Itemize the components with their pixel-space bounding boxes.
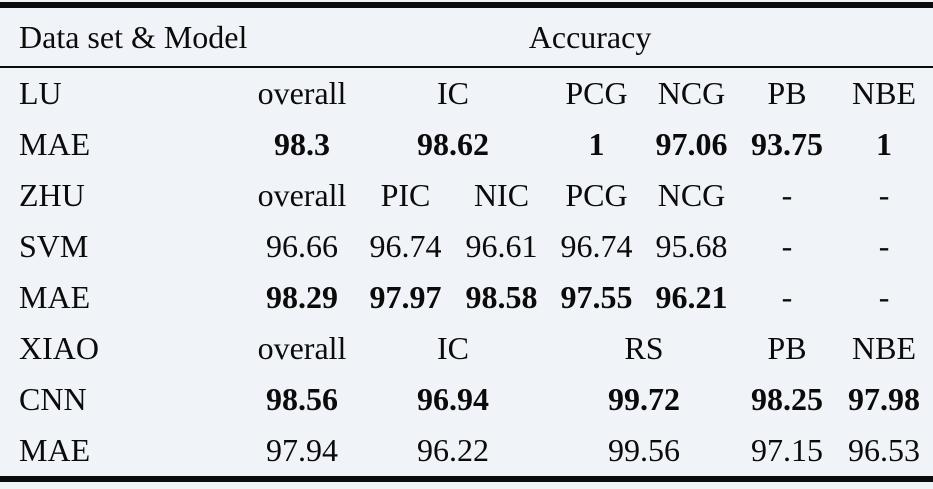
value-cell: NIC [473,177,530,213]
row-label: LU [19,75,62,111]
table-row: MAE 97.94 96.22 99.56 97.15 96.53 [0,425,933,479]
value-cell: 1 [876,126,893,162]
header-accuracy: Accuracy [528,18,652,55]
value-cell: - [878,279,890,315]
value-cell: PIC [380,177,431,213]
row-label: ZHU [19,177,85,213]
value-cell: 95.68 [655,228,728,264]
table-row: CNN 98.56 96.94 99.72 98.25 97.98 [0,374,933,425]
value-cell: 97.98 [848,381,921,417]
value-cell: 97.94 [266,432,338,468]
value-cell: 96.74 [369,228,442,264]
table-header-row: Data set & Model Accuracy [0,5,933,67]
value-cell: 97.15 [751,432,823,468]
value-cell: 99.72 [608,381,680,417]
value-cell: NCG [657,75,726,111]
value-cell: 98.25 [751,381,823,417]
value-cell: 96.21 [655,279,728,315]
value-cell: - [781,177,793,213]
value-cell: - [878,177,890,213]
value-cell: NBE [852,330,917,366]
value-cell: IC [437,75,469,111]
value-cell: overall [257,75,347,111]
value-cell: 96.94 [417,381,489,417]
value-cell: 96.66 [266,228,338,264]
row-label: MAE [19,126,91,162]
value-cell: 98.56 [266,381,338,417]
row-label: SVM [19,228,89,264]
value-cell: - [781,279,793,315]
row-label: MAE [19,279,91,315]
table-row: ZHU overall PIC NIC PCG NCG - - [0,170,933,221]
value-cell: 97.06 [655,126,728,162]
row-label: CNN [19,381,87,417]
value-cell: overall [257,177,347,213]
row-label: MAE [19,432,91,468]
value-cell: 96.74 [560,228,633,264]
value-cell: IC [437,330,469,366]
row-label: XIAO [19,330,99,366]
value-cell: NCG [657,177,726,213]
table-row: SVM 96.66 96.74 96.61 96.74 95.68 - - [0,221,933,272]
value-cell: PCG [565,75,628,111]
value-cell: 97.55 [560,279,633,315]
value-cell: 93.75 [751,126,823,162]
value-cell: 99.56 [608,432,680,468]
value-cell: 96.22 [417,432,489,468]
value-cell: 96.61 [465,228,538,264]
value-cell: RS [624,330,664,366]
value-cell: 98.3 [274,126,330,162]
table-row: MAE 98.3 98.62 1 97.06 93.75 1 [0,119,933,170]
value-cell: PB [767,75,807,111]
value-cell: 98.29 [266,279,338,315]
value-cell: 98.62 [417,126,489,162]
value-cell: PB [767,330,807,366]
value-cell: 98.58 [465,279,538,315]
value-cell: 96.53 [848,432,921,468]
value-cell: - [878,228,890,264]
value-cell: 1 [588,126,605,162]
value-cell: - [781,228,793,264]
table-row: XIAO overall IC RS PB NBE [0,323,933,374]
value-cell: NBE [852,75,917,111]
table-body: LU overall IC PCG NCG PB NBE MAE 98.3 98.62 1 97.06… [0,67,933,479]
header-dataset-model: Data set & Model [19,18,247,55]
table-row: MAE 98.29 97.97 98.58 97.55 96.21 - - [0,272,933,323]
value-cell: PCG [565,177,628,213]
value-cell: 97.97 [369,279,442,315]
table-row: LU overall IC PCG NCG PB NBE [0,67,933,119]
value-cell: overall [257,330,347,366]
